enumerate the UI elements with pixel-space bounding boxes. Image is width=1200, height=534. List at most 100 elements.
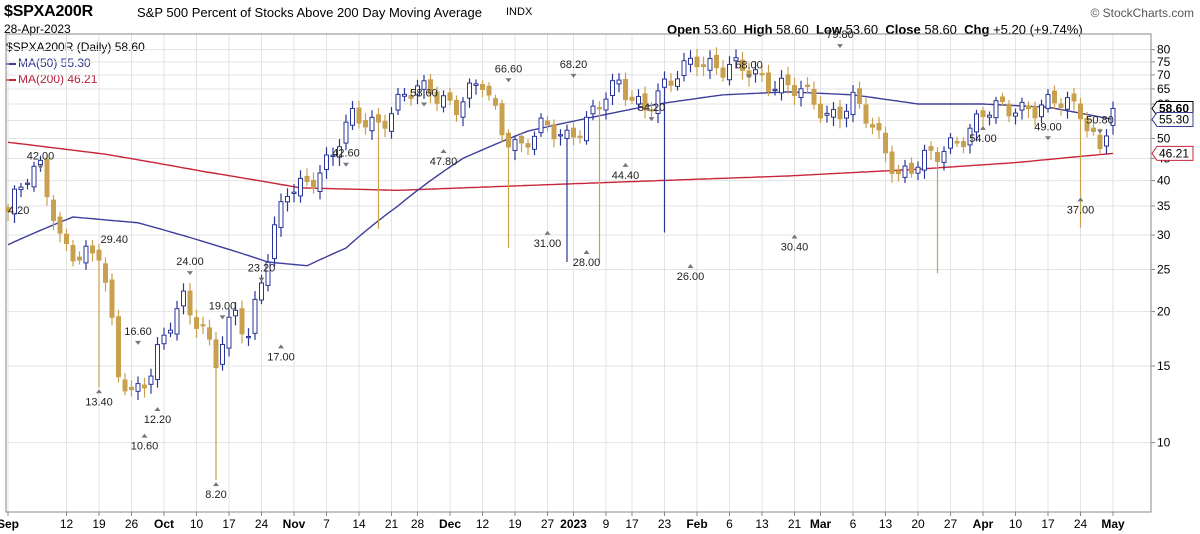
annotation: 16.60 <box>124 326 152 345</box>
y-tick-label: 35 <box>1157 199 1171 213</box>
candle <box>421 74 427 100</box>
annotation-label: 66.60 <box>495 63 523 75</box>
annotation-label: 42.00 <box>27 150 55 162</box>
candle-body <box>792 85 797 96</box>
candle <box>239 300 245 344</box>
candle-body <box>610 80 615 97</box>
candle <box>330 147 336 166</box>
x-tick-label: 24 <box>1074 517 1088 531</box>
candle-body <box>441 95 446 108</box>
candle <box>610 73 615 106</box>
legend-ma50-label: MA(50) 55.30 <box>18 56 91 70</box>
x-tick-label: 27 <box>944 517 958 531</box>
ma200-path <box>7 141 1114 191</box>
annotation: 30.40 <box>781 234 809 254</box>
candle <box>12 185 17 224</box>
candle-body <box>844 110 849 119</box>
candle-body <box>480 84 485 90</box>
x-tick-label: 21 <box>385 517 399 531</box>
candle-body <box>577 135 583 138</box>
candle <box>1071 87 1077 111</box>
candle <box>850 85 856 123</box>
candle <box>317 165 323 200</box>
y-tick-label: 50 <box>1157 131 1171 145</box>
candle <box>785 66 791 94</box>
low-label: Low <box>815 22 842 37</box>
candle-body <box>428 79 433 95</box>
candle-body <box>18 186 24 191</box>
annotation-label: 42.60 <box>332 148 360 160</box>
annotation-label: 30.40 <box>781 242 809 254</box>
x-tick-label: 23 <box>658 517 672 531</box>
candle <box>662 71 667 233</box>
candle-body <box>818 103 823 119</box>
candle <box>1000 92 1005 106</box>
candle <box>207 319 212 346</box>
candle <box>499 99 505 142</box>
annotation-label: 79.80 <box>826 29 854 41</box>
candle-body <box>532 135 537 150</box>
candle <box>467 78 472 108</box>
annotation: 13.40 <box>85 389 113 408</box>
candle-body <box>278 201 284 228</box>
chg-value: +5.20 (+9.74%) <box>993 22 1083 37</box>
candle <box>876 116 882 139</box>
annotation-pointer <box>622 162 629 167</box>
annotation-pointer <box>570 73 577 78</box>
candle-body <box>389 113 394 132</box>
candle <box>1006 99 1012 123</box>
candle-body <box>1110 107 1116 126</box>
candle <box>168 322 173 338</box>
candle-body <box>753 69 758 75</box>
candle-body <box>779 77 784 94</box>
candle <box>1013 108 1018 125</box>
candle <box>759 65 765 82</box>
x-tick-label: 24 <box>255 517 269 531</box>
x-tick-label: 12 <box>60 517 74 531</box>
annotation-pointer <box>421 102 427 107</box>
candle <box>25 178 30 190</box>
candle-body <box>798 88 804 98</box>
candle <box>519 132 524 153</box>
candle <box>382 114 388 138</box>
annotation-pointer <box>746 74 752 79</box>
annotation: 31.00 <box>534 230 561 250</box>
annotation-pointer <box>837 44 843 49</box>
candle-body <box>785 74 791 86</box>
candle <box>83 240 89 270</box>
candle <box>1110 101 1116 135</box>
annotations: 42.00 4.20 29.40 13.40 16.60 10.60 12.20 24.00 8… <box>8 29 1114 501</box>
candle-body <box>590 105 596 115</box>
candle-body <box>811 88 817 105</box>
candle-body <box>512 139 518 152</box>
candle <box>740 51 745 80</box>
candle <box>863 97 869 128</box>
candle <box>480 80 485 98</box>
candle-body <box>519 135 524 144</box>
candle <box>337 139 342 166</box>
candle-body <box>993 100 999 119</box>
candle <box>987 111 992 126</box>
annotation-pointer <box>343 162 349 167</box>
candle-body <box>727 63 732 81</box>
annotation: 49.00 <box>1034 121 1062 141</box>
candle-body <box>1032 106 1038 119</box>
candle <box>928 141 934 160</box>
annotation-pointer <box>687 264 694 269</box>
candle <box>142 377 147 398</box>
candle <box>1104 129 1109 155</box>
candle <box>766 64 771 97</box>
candle-body <box>616 79 622 85</box>
candle <box>506 129 511 249</box>
candle-body <box>564 129 570 140</box>
x-tick-label: 17 <box>1041 517 1055 531</box>
price-label-text: 55.30 <box>1159 112 1189 126</box>
candle <box>389 107 394 139</box>
x-tick-label: 20 <box>911 517 925 531</box>
candle <box>954 136 960 148</box>
candle <box>571 122 576 146</box>
candle <box>753 61 758 83</box>
candle-body <box>77 256 82 261</box>
